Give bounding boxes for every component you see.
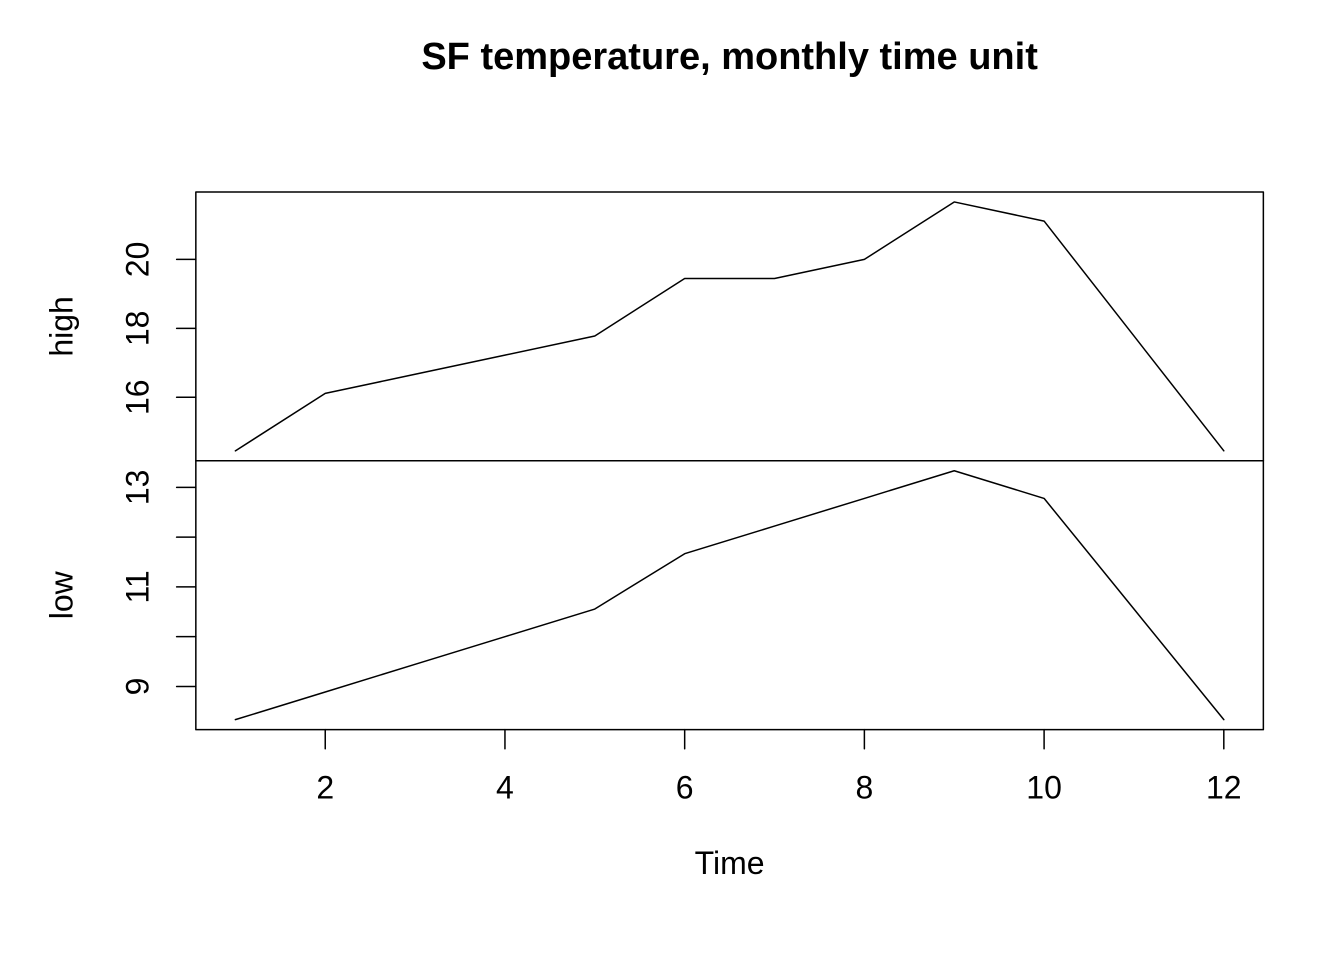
svg-text:11: 11 bbox=[119, 570, 155, 603]
svg-text:8: 8 bbox=[855, 770, 873, 806]
svg-text:2: 2 bbox=[316, 770, 334, 806]
svg-text:13: 13 bbox=[119, 470, 155, 506]
svg-text:Time: Time bbox=[695, 845, 765, 881]
svg-text:16: 16 bbox=[119, 379, 155, 415]
svg-text:20: 20 bbox=[119, 242, 155, 278]
svg-text:18: 18 bbox=[119, 311, 155, 347]
svg-text:9: 9 bbox=[119, 678, 155, 696]
svg-text:6: 6 bbox=[676, 770, 694, 806]
svg-text:4: 4 bbox=[496, 770, 514, 806]
svg-text:high: high bbox=[43, 296, 79, 357]
svg-text:10: 10 bbox=[1026, 770, 1062, 806]
svg-text:12: 12 bbox=[1206, 770, 1242, 806]
svg-text:SF temperature, monthly time u: SF temperature, monthly time unit bbox=[421, 36, 1038, 78]
svg-text:low: low bbox=[43, 570, 79, 619]
